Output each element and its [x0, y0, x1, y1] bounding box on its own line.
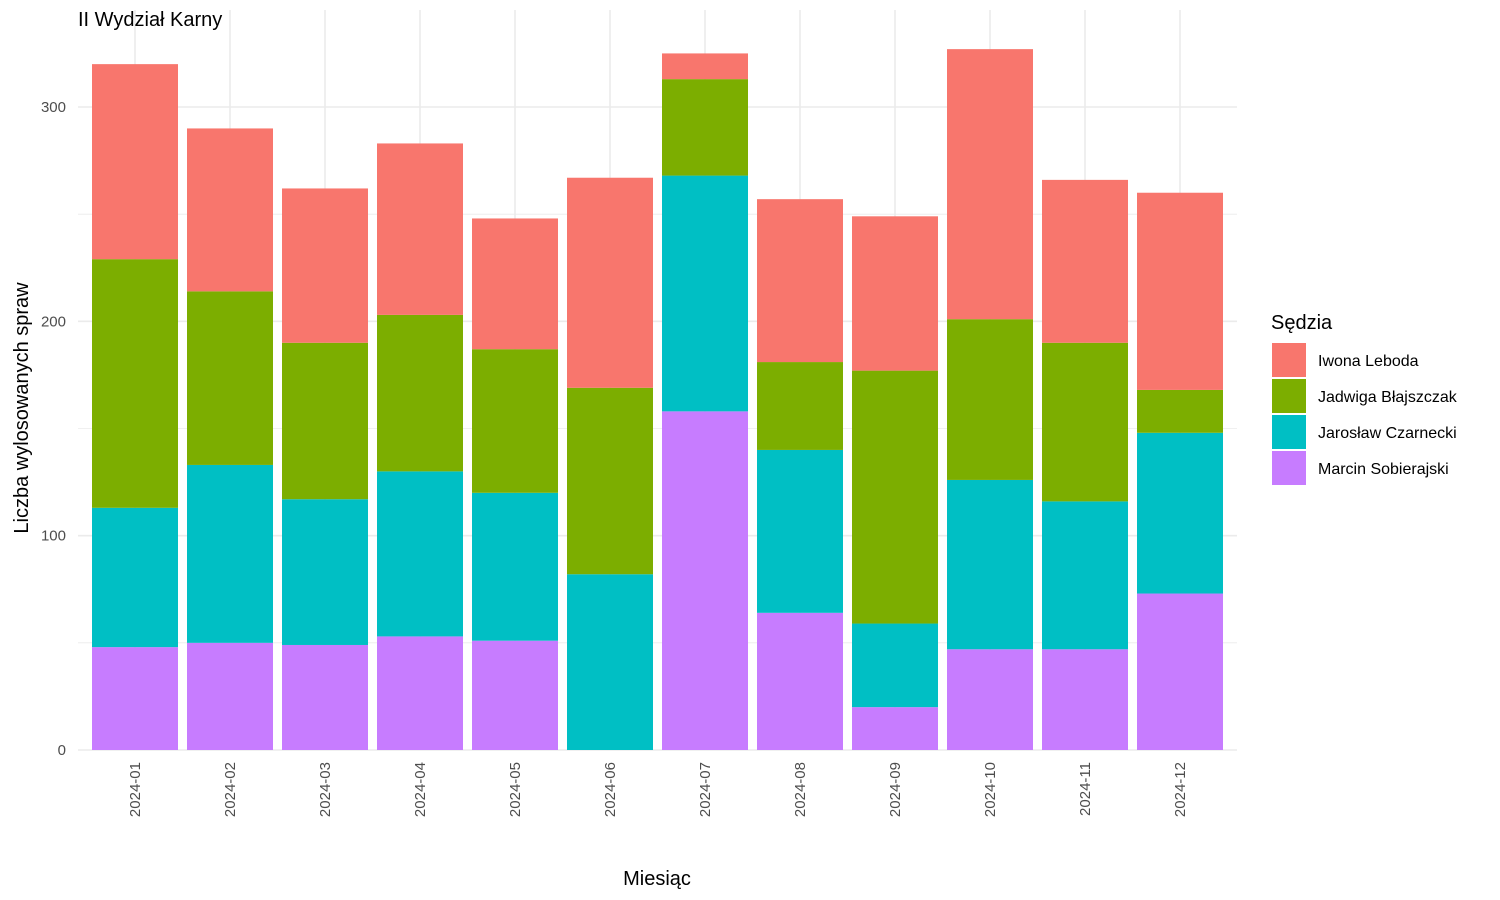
bar-segment	[757, 612, 843, 750]
bar-segment	[1137, 432, 1223, 594]
bar-segment	[92, 64, 178, 260]
legend: Sędzia Iwona Leboda Jadwiga Błajszczak Jar…	[1271, 312, 1458, 485]
bar-segment	[947, 649, 1033, 750]
bar-segment	[472, 640, 558, 750]
legend-label: Iwona Leboda	[1318, 353, 1419, 370]
bar-segment	[187, 464, 273, 643]
bar-segment	[567, 387, 653, 575]
bar-segment	[947, 49, 1033, 320]
bar-segment	[1137, 593, 1223, 750]
bar-segment	[662, 79, 748, 176]
x-tick-label: 2024-07	[697, 762, 714, 817]
bar-segment	[852, 370, 938, 624]
x-tick-label: 2024-10	[982, 762, 999, 817]
bar-segment	[757, 199, 843, 363]
axis-layer: 0 100 200 300 2024-01 2024-02 2024-03 2024-04 20…	[41, 99, 1189, 817]
bar-segment	[472, 349, 558, 493]
legend-label: Jadwiga Błajszczak	[1318, 389, 1458, 406]
legend-label: Jarosław Czarnecki	[1318, 425, 1457, 442]
y-tick-label: 300	[41, 99, 66, 116]
chart-title: II Wydział Karny	[78, 9, 222, 31]
legend-label: Marcin Sobierajski	[1318, 461, 1449, 478]
bar-segment	[1042, 501, 1128, 650]
legend-swatch	[1272, 379, 1306, 413]
x-tick-label: 2024-02	[222, 762, 239, 817]
bar-segment	[662, 53, 748, 80]
bar-segment	[187, 291, 273, 465]
y-tick-label: 100	[41, 528, 66, 545]
bar-segment	[567, 177, 653, 388]
bar-segment	[282, 342, 368, 500]
bar-segment	[377, 314, 463, 472]
legend-swatch	[1272, 451, 1306, 485]
x-tick-label: 2024-09	[887, 762, 904, 817]
y-axis-title: Liczba wylosowanych spraw	[11, 282, 33, 534]
bar-segment	[92, 507, 178, 648]
bar-segment	[662, 175, 748, 412]
bar-segment	[377, 471, 463, 637]
bars-layer	[92, 49, 1223, 750]
bar-segment	[472, 492, 558, 641]
x-tick-label: 2024-01	[127, 762, 144, 817]
bar-segment	[947, 319, 1033, 480]
legend-swatch	[1272, 415, 1306, 449]
bar-segment	[282, 188, 368, 343]
bar-segment	[282, 644, 368, 750]
bar-segment	[472, 218, 558, 350]
x-tick-label: 2024-04	[412, 762, 429, 817]
bar-segment	[1042, 342, 1128, 502]
bar-segment	[1042, 649, 1128, 750]
legend-swatch	[1272, 343, 1306, 377]
x-tick-label: 2024-12	[1172, 762, 1189, 817]
bar-segment	[92, 647, 178, 750]
bar-segment	[187, 642, 273, 750]
bar-segment	[852, 707, 938, 750]
bar-segment	[92, 259, 178, 508]
bar-segment	[757, 362, 843, 450]
bar-segment	[852, 623, 938, 708]
bar-segment	[1137, 192, 1223, 390]
x-axis-title: Miesiąc	[623, 868, 691, 890]
bar-segment	[377, 143, 463, 315]
legend-title: Sędzia	[1271, 312, 1333, 334]
x-tick-label: 2024-08	[792, 762, 809, 817]
x-tick-label: 2024-11	[1077, 762, 1094, 816]
bar-segment	[947, 479, 1033, 650]
bar-segment	[852, 216, 938, 371]
bar-segment	[567, 574, 653, 750]
bar-segment	[1042, 179, 1128, 343]
bar-segment	[282, 499, 368, 645]
bar-segment	[1137, 389, 1223, 433]
bar-segment	[187, 128, 273, 292]
y-tick-label: 0	[58, 742, 66, 759]
bar-segment	[662, 411, 748, 750]
legend-items: Iwona Leboda Jadwiga Błajszczak Jarosław C…	[1272, 343, 1458, 485]
x-tick-label: 2024-03	[317, 762, 334, 817]
bar-segment	[757, 449, 843, 613]
bar-segment	[377, 636, 463, 750]
x-tick-label: 2024-05	[507, 762, 524, 817]
y-tick-label: 200	[41, 313, 66, 330]
x-tick-label: 2024-06	[602, 762, 619, 817]
